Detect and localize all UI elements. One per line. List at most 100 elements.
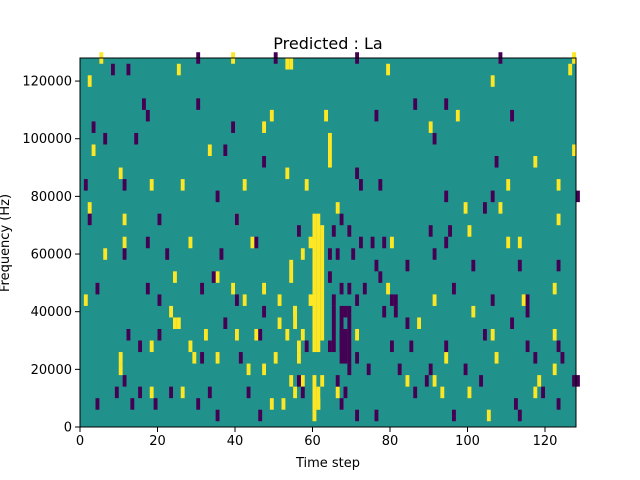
heatmap-cell-high xyxy=(490,75,495,87)
y-tick-label: 40000 xyxy=(31,305,72,320)
heatmap-cell-high xyxy=(552,328,557,341)
heatmap-cell-low xyxy=(215,190,220,203)
heatmap-cell-high xyxy=(521,294,526,306)
heatmap-cell-high xyxy=(533,386,538,399)
heatmap-cell-low xyxy=(347,363,352,376)
heatmap-cell-high xyxy=(180,386,185,399)
heatmap-cell-low xyxy=(413,98,418,110)
heatmap-cell-high xyxy=(188,236,193,249)
heatmap-cell-low xyxy=(490,190,495,203)
heatmap-cell-low xyxy=(541,386,546,399)
heatmap-cell-high xyxy=(432,375,437,387)
heatmap-cell-high xyxy=(444,352,449,364)
heatmap-cell-low xyxy=(444,98,449,110)
heatmap-cell-low xyxy=(351,248,356,260)
heatmap-cell-low xyxy=(378,179,383,191)
y-tick-label: 60000 xyxy=(31,248,72,263)
heatmap-cell-low xyxy=(347,225,352,237)
axes-frame xyxy=(79,57,577,428)
heatmap-cell-high xyxy=(83,294,88,306)
heatmap-cell-high xyxy=(467,386,472,399)
heatmap-cell-low xyxy=(343,305,348,318)
heatmap-cell-high xyxy=(552,363,557,376)
heatmap-cell-high xyxy=(254,328,259,341)
heatmap-cells xyxy=(83,52,580,422)
heatmap-cell-high xyxy=(231,282,236,295)
heatmap-cell-high xyxy=(320,225,325,341)
heatmap-cell-high xyxy=(316,398,321,410)
heatmap-cell-low xyxy=(517,409,522,422)
y-axis-ticks: 0 20000 40000 60000 80000 100000 120000 xyxy=(22,75,80,436)
heatmap-cell-low xyxy=(262,305,267,318)
plot-area xyxy=(79,52,580,428)
heatmap-cell-high xyxy=(335,386,340,399)
heatmap-cell-high xyxy=(320,375,325,387)
heatmap-cell-low xyxy=(428,363,433,376)
x-tick-label: 100 xyxy=(455,434,480,449)
heatmap-cell-low xyxy=(200,352,205,364)
y-axis-label: Frequency (Hz) xyxy=(0,194,13,292)
heatmap-cell-high xyxy=(149,386,154,399)
heatmap-cell-high xyxy=(242,294,247,306)
heatmap-cell-low xyxy=(448,225,453,237)
heatmap-cell-low xyxy=(556,398,561,410)
heatmap-cell-high xyxy=(312,213,317,353)
heatmap-cell-high xyxy=(355,328,360,341)
heatmap-cell-high xyxy=(91,144,96,157)
heatmap-cell-high xyxy=(273,352,278,364)
heatmap-cell-low xyxy=(238,352,243,364)
heatmap-cell-high xyxy=(262,363,267,376)
heatmap-cell-low xyxy=(382,305,387,318)
heatmap-cell-low xyxy=(432,132,437,145)
heatmap-cell-high xyxy=(324,109,329,122)
heatmap-cell-low xyxy=(525,294,530,306)
x-tick-label: 0 xyxy=(76,434,84,449)
heatmap-cell-low xyxy=(207,386,212,399)
heatmap-cell-low xyxy=(355,167,360,180)
chart-title: Predicted : La xyxy=(273,34,382,53)
heatmap-cell-high xyxy=(463,202,468,214)
heatmap-cell-low xyxy=(122,248,127,260)
heatmap-cell-low xyxy=(483,202,487,214)
heatmap-cell-high xyxy=(281,398,286,410)
heatmap-cell-low xyxy=(122,375,127,387)
heatmap-cell-high xyxy=(149,340,154,353)
heatmap-cell-low xyxy=(126,328,131,341)
heatmap-cell-high xyxy=(440,386,445,399)
heatmap-cell-high xyxy=(269,398,274,410)
heatmap-cell-low xyxy=(297,375,301,387)
heatmap-cell-low xyxy=(145,236,150,249)
heatmap-cell-low xyxy=(169,386,174,399)
heatmap-cell-low xyxy=(390,340,394,353)
heatmap-cell-low xyxy=(223,317,228,329)
heatmap-cell-low xyxy=(328,248,332,260)
heatmap-cell-high xyxy=(390,236,394,249)
heatmap-cell-low xyxy=(374,409,379,422)
heatmap-cell-low xyxy=(215,409,220,422)
heatmap-cell-low xyxy=(382,236,387,249)
heatmap-cell-high xyxy=(312,375,317,422)
heatmap-cell-low xyxy=(355,352,360,364)
heatmap-cell-high xyxy=(180,179,185,191)
heatmap-cell-low xyxy=(328,340,332,353)
heatmap-cell-low xyxy=(223,144,228,157)
heatmap-cell-high xyxy=(235,328,239,341)
heatmap-cell-high xyxy=(467,225,472,237)
heatmap-cell-high xyxy=(176,63,181,76)
heatmap-cell-low xyxy=(122,179,127,191)
heatmap-cell-low xyxy=(126,63,131,76)
heatmap-cell-low xyxy=(514,398,518,410)
heatmap-cell-low xyxy=(331,340,336,353)
heatmap-cell-low xyxy=(510,109,515,122)
heatmap-cell-low xyxy=(95,398,100,410)
heatmap-cell-low xyxy=(405,317,410,329)
heatmap-cell-low xyxy=(331,294,336,306)
heatmap-cell-low xyxy=(479,375,484,387)
heatmap-cell-high xyxy=(289,259,294,283)
heatmap-cell-high xyxy=(486,409,491,422)
heatmap-cell-high xyxy=(285,58,290,70)
heatmap-cell-low xyxy=(347,305,352,364)
heatmap-cell-high xyxy=(277,317,282,329)
heatmap-cell-low xyxy=(246,386,251,399)
heatmap-cell-low xyxy=(196,398,201,410)
